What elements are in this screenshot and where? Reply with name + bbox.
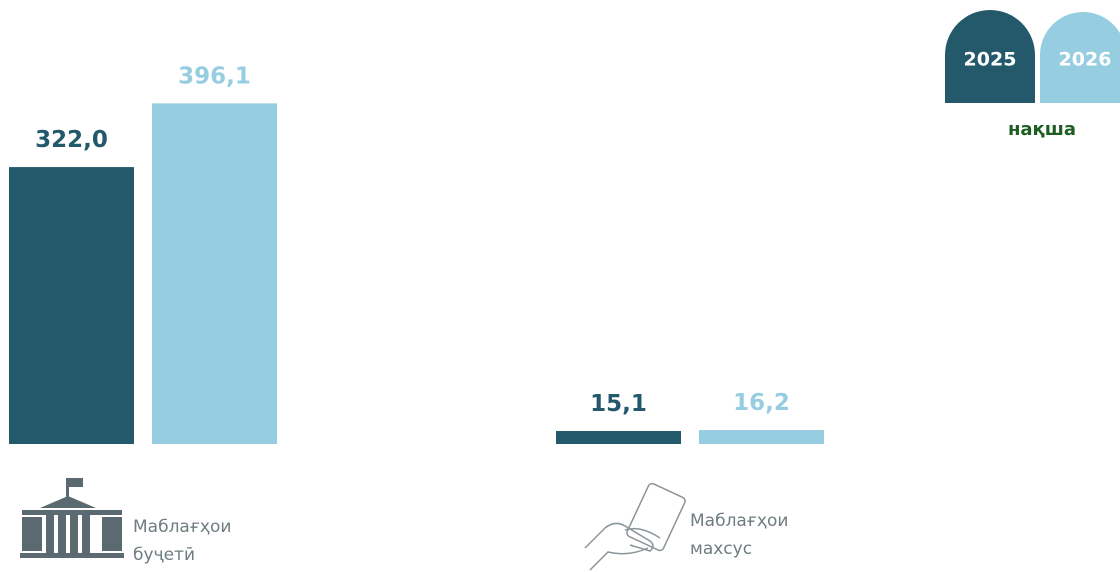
value-label: 396,1 <box>178 63 251 89</box>
category-label: Маблағҳои махсус <box>690 511 789 559</box>
value-label: 15,1 <box>590 391 647 417</box>
value-label: 322,0 <box>35 127 108 153</box>
bar <box>699 430 824 444</box>
legend-swatch <box>945 10 1035 103</box>
hand-icon <box>584 482 686 571</box>
legend-label: 2026 <box>1059 49 1112 71</box>
legend: 2025 2026 нақша <box>945 10 1120 140</box>
building-icon <box>20 478 124 558</box>
legend-label: 2025 <box>964 49 1017 71</box>
value-label: 16,2 <box>733 390 790 416</box>
category-label: Маблағҳои буҷетӣ <box>133 517 232 565</box>
bar <box>556 431 681 444</box>
legend-note: нақша <box>1008 119 1076 140</box>
legend-swatch <box>1040 12 1120 103</box>
bar <box>152 103 277 444</box>
bar <box>9 167 134 444</box>
